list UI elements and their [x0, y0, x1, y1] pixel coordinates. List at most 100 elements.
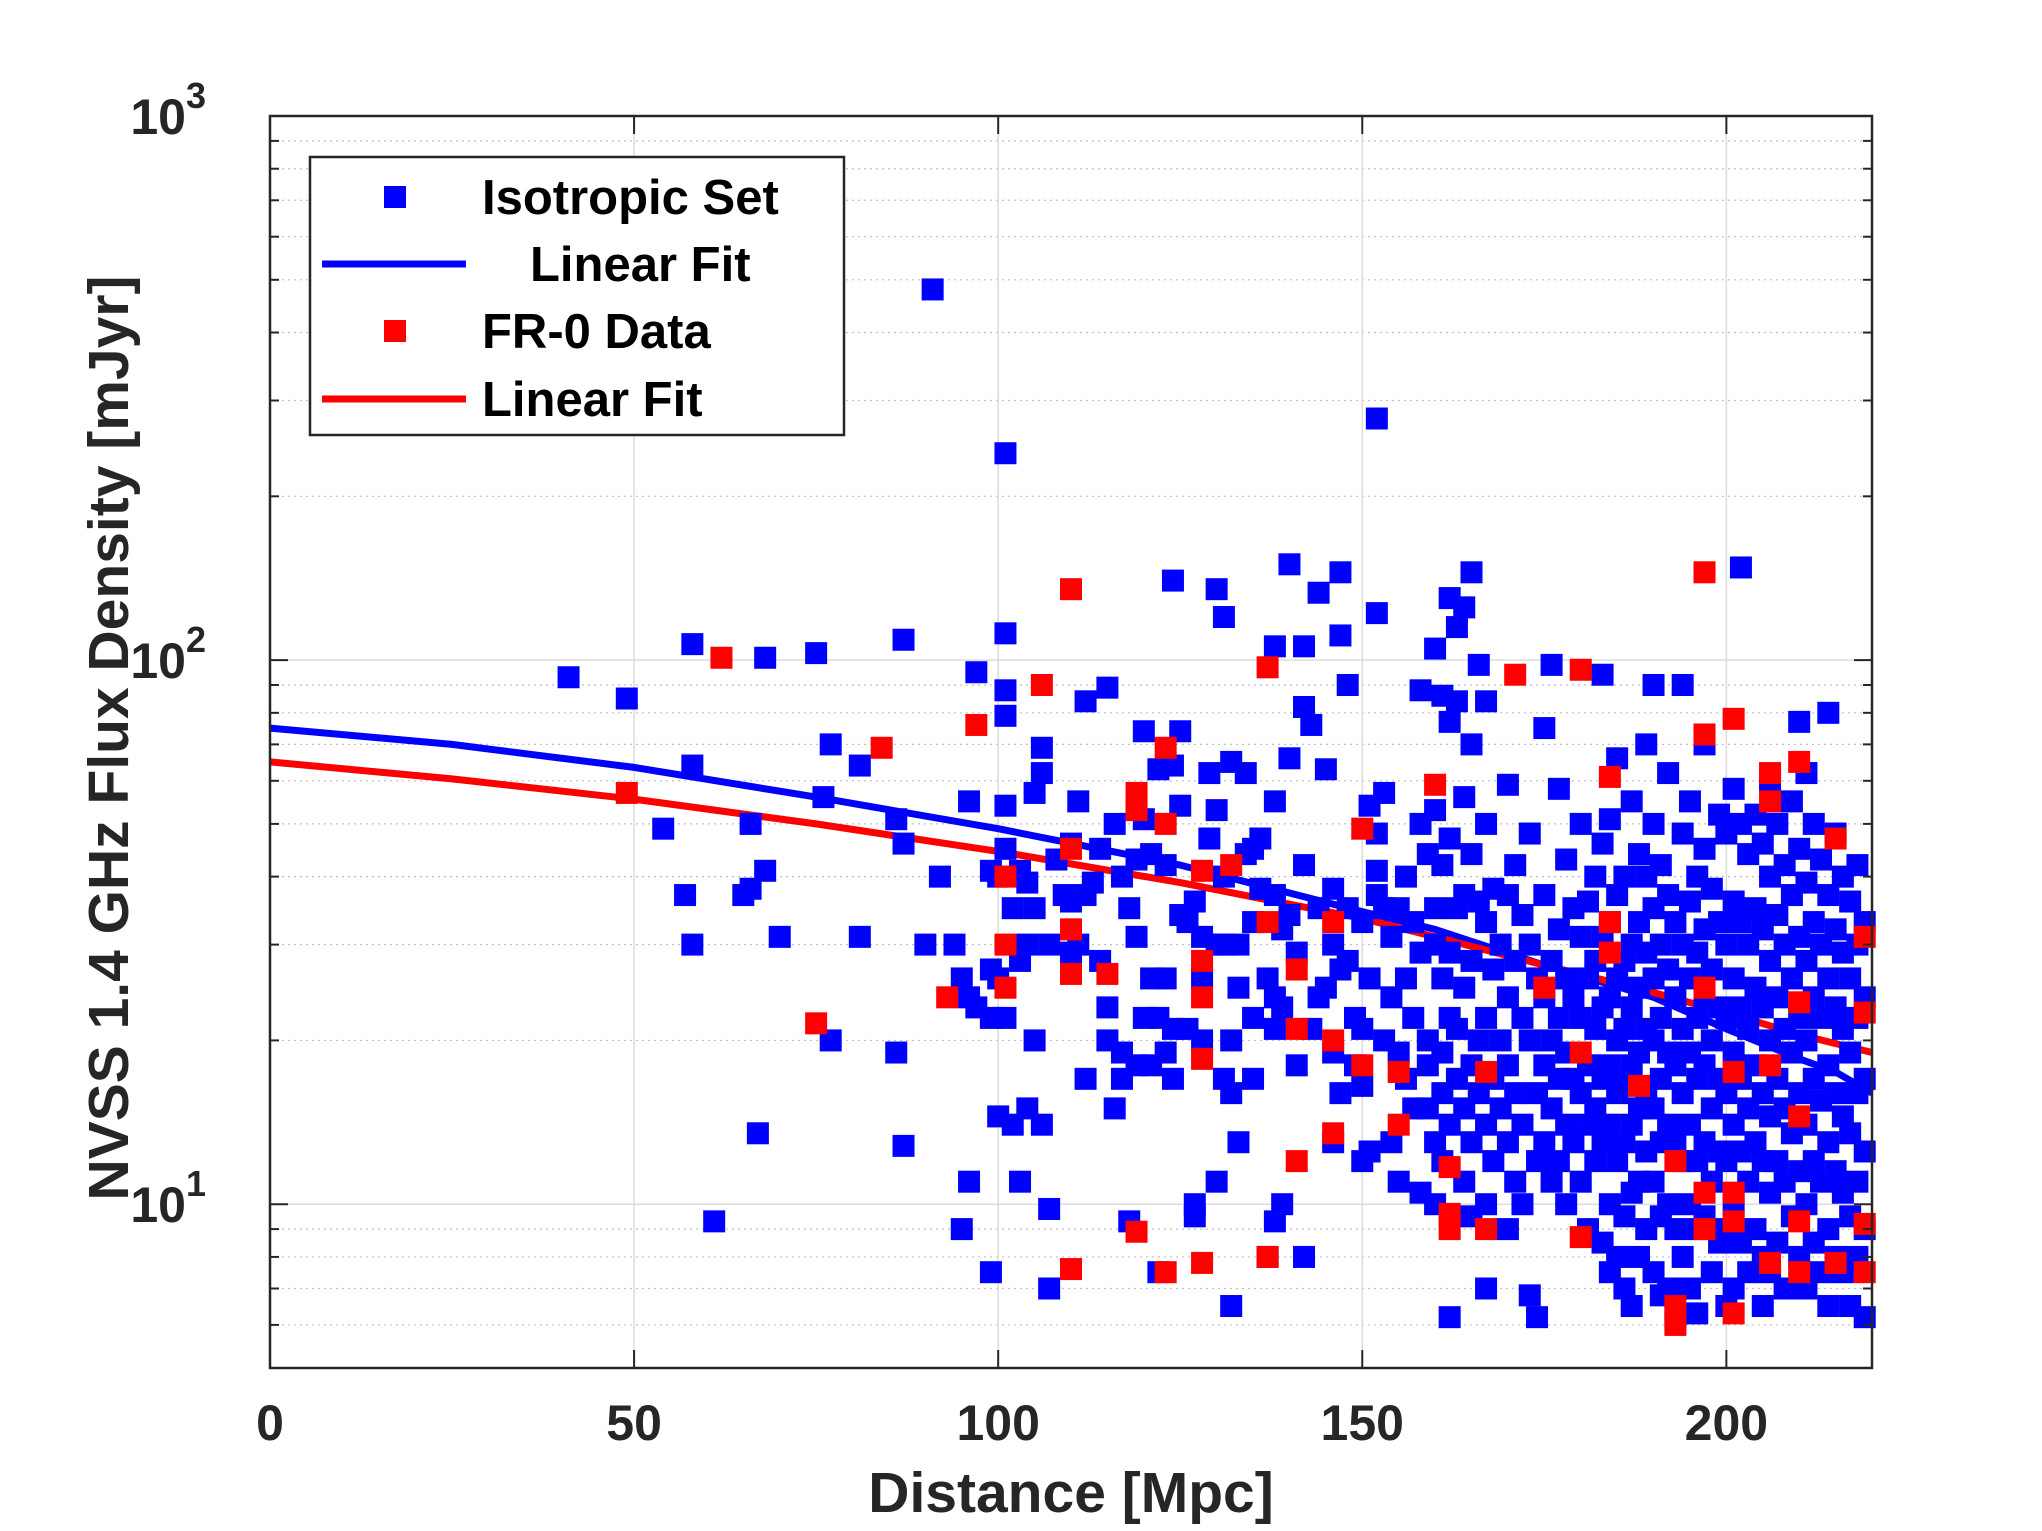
data-point	[1693, 1181, 1716, 1204]
data-point	[1839, 967, 1862, 990]
data-point	[1722, 890, 1745, 913]
data-point	[1693, 1218, 1716, 1241]
data-point	[1671, 1245, 1694, 1268]
data-point	[1504, 854, 1527, 877]
data-point	[1569, 1226, 1592, 1249]
data-point	[1154, 736, 1177, 759]
data-point	[1729, 996, 1752, 1019]
data-point	[1089, 837, 1112, 860]
data-point	[681, 754, 704, 777]
data-point	[1234, 762, 1257, 785]
data-point	[1853, 1001, 1876, 1024]
data-point	[1431, 854, 1454, 877]
data-point	[1475, 1006, 1498, 1029]
data-point	[1606, 967, 1629, 990]
data-point	[885, 1041, 908, 1064]
legend-marker	[384, 320, 406, 342]
data-point	[1664, 1218, 1687, 1241]
data-point	[1766, 812, 1789, 835]
data-point	[1817, 884, 1840, 907]
x-tick-label: 50	[606, 1395, 662, 1451]
data-point	[1722, 707, 1745, 730]
data-point	[1424, 637, 1447, 660]
x-tick-label: 100	[956, 1395, 1039, 1451]
data-point	[1722, 1060, 1745, 1083]
data-point	[1183, 1205, 1206, 1228]
data-point	[1824, 1251, 1847, 1274]
y-axis-title: NVSS 1.4 GHz Flux Density [mJyr]	[77, 276, 141, 1201]
data-point	[965, 661, 988, 684]
data-point	[1606, 1245, 1629, 1268]
data-point	[1584, 1150, 1607, 1173]
data-point	[1402, 1006, 1425, 1029]
x-tick-label: 0	[256, 1395, 284, 1451]
data-point	[958, 1170, 981, 1193]
data-point	[1191, 1251, 1214, 1274]
data-point	[1110, 865, 1133, 888]
data-point	[681, 633, 704, 656]
data-point	[1074, 690, 1097, 713]
data-point	[1271, 996, 1294, 1019]
data-point	[1839, 890, 1862, 913]
data-point	[1708, 911, 1731, 934]
data-point	[1598, 941, 1621, 964]
data-point	[1853, 1261, 1876, 1284]
data-point	[1438, 710, 1461, 733]
data-point	[1460, 733, 1483, 756]
data-point	[1205, 799, 1228, 822]
data-point	[703, 1210, 726, 1233]
data-point	[1387, 1041, 1410, 1064]
data-point	[1657, 884, 1680, 907]
y-tick-exponent: 1	[186, 1163, 206, 1204]
data-point	[1853, 1140, 1876, 1163]
data-point	[1132, 720, 1155, 743]
data-point	[1678, 1277, 1701, 1300]
data-point	[739, 877, 762, 900]
data-point	[1555, 848, 1578, 871]
data-point	[1154, 1041, 1177, 1064]
data-point	[950, 967, 973, 990]
data-point	[1729, 556, 1752, 579]
data-point	[1220, 854, 1243, 877]
data-point	[1030, 674, 1053, 697]
data-point	[1198, 762, 1221, 785]
data-point	[1307, 581, 1330, 604]
data-point	[1671, 674, 1694, 697]
data-point	[1161, 754, 1184, 777]
data-point	[1504, 1082, 1527, 1105]
data-point	[1263, 635, 1286, 658]
data-point	[1475, 1060, 1498, 1083]
data-point	[994, 442, 1017, 465]
data-point	[1460, 561, 1483, 584]
data-point	[1744, 1131, 1767, 1154]
data-point	[1293, 695, 1316, 718]
legend-label: Linear Fit	[530, 238, 751, 292]
data-point	[1278, 553, 1301, 576]
data-point	[950, 1218, 973, 1241]
data-point	[1365, 602, 1388, 625]
data-point	[1722, 967, 1745, 990]
data-point	[1584, 1017, 1607, 1040]
data-point	[1424, 897, 1447, 920]
data-point	[1351, 911, 1374, 934]
data-point	[1482, 1150, 1505, 1173]
data-point	[1642, 674, 1665, 697]
data-point	[1700, 958, 1723, 981]
data-point	[1613, 1131, 1636, 1154]
data-point	[1649, 933, 1672, 956]
data-point	[1394, 967, 1417, 990]
data-point	[1016, 871, 1039, 894]
data-point	[1009, 1170, 1032, 1193]
data-point	[557, 666, 580, 689]
data-point	[848, 925, 871, 948]
data-point	[1620, 790, 1643, 813]
data-point	[1016, 933, 1039, 956]
data-point	[1496, 884, 1519, 907]
data-point	[1460, 949, 1483, 972]
data-point	[1438, 1306, 1461, 1329]
data-point	[1438, 1218, 1461, 1241]
data-point	[1569, 812, 1592, 835]
data-point	[914, 933, 937, 956]
data-point	[1766, 904, 1789, 927]
data-point	[1475, 812, 1498, 835]
